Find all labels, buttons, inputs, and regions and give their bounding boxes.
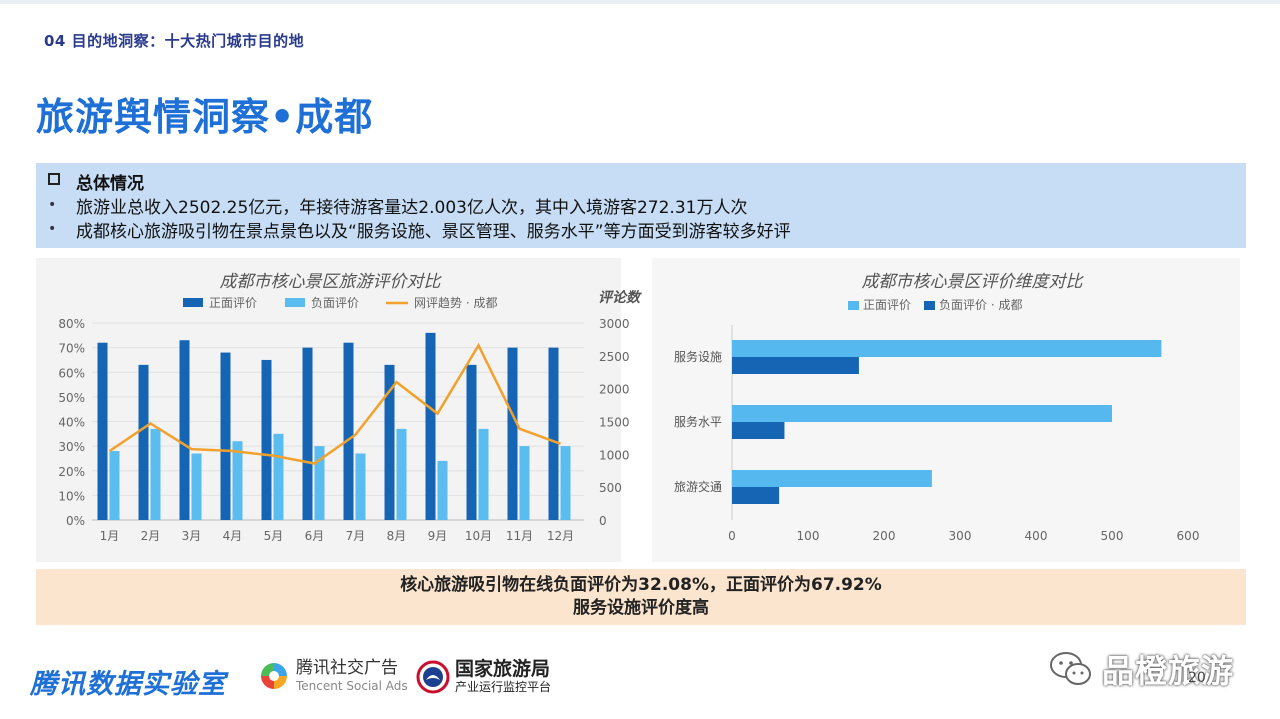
summary-heading-row: 总体情况 bbox=[48, 169, 1246, 194]
cnta-subtitle: 产业运行监控平台 bbox=[455, 680, 552, 694]
watermark: 品橙旅游 bbox=[1048, 646, 1234, 692]
tencent-social-ads-logo: 腾讯社交广告 Tencent Social Ads bbox=[258, 658, 408, 694]
left-chart-background bbox=[36, 258, 621, 562]
conclusion-box: 核心旅游吸引物在线负面评价为32.08%，正面评价为67.92% 服务设施评价度… bbox=[36, 569, 1246, 625]
bullet-icon: • bbox=[48, 197, 57, 213]
tencent-lab-logo: 腾讯数据实验室 bbox=[30, 669, 226, 700]
summary-bullet-row: • 旅游业总收入2502.25亿元，年接待游客量达2.003亿人次，其中入境游客… bbox=[48, 193, 1246, 218]
right-chart-background bbox=[652, 258, 1240, 562]
social-ads-name-en: Tencent Social Ads bbox=[296, 679, 408, 693]
checkbox-icon bbox=[48, 173, 60, 185]
checkbox-icon-wrap bbox=[48, 173, 76, 189]
wechat-icon bbox=[1050, 652, 1091, 685]
conclusion-line: 服务设施评价度高 bbox=[573, 598, 709, 618]
footer: 腾讯数据实验室 腾讯社交广告 Tencent Social Ads 国家旅游局 bbox=[0, 640, 1280, 719]
cnta-logo: 国家旅游局 产业运行监控平台 bbox=[416, 658, 551, 695]
social-ads-name: 腾讯社交广告 bbox=[296, 658, 398, 678]
summary-bullet: 旅游业总收入2502.25亿元，年接待游客量达2.003亿人次，其中入境游客27… bbox=[76, 197, 748, 218]
conclusion-line: 核心旅游吸引物在线负面评价为32.08%，正面评价为67.92% bbox=[400, 575, 882, 595]
cnta-seal-icon bbox=[416, 660, 450, 693]
tencent-social-ads-icon bbox=[261, 663, 287, 689]
page-title: 旅游舆情洞察•成都 bbox=[36, 95, 374, 139]
top-rule bbox=[0, 0, 1280, 4]
cnta-name: 国家旅游局 bbox=[455, 658, 551, 680]
bullet-icon: • bbox=[48, 221, 57, 237]
page-number: 20 bbox=[1188, 670, 1206, 686]
summary-bullet: 成都核心旅游吸引物在景点景色以及“服务设施、景区管理、服务水平”等方面受到游客较… bbox=[76, 221, 791, 242]
summary-bullet-row: • 成都核心旅游吸引物在景点景色以及“服务设施、景区管理、服务水平”等方面受到游… bbox=[48, 217, 1246, 242]
watermark-text: 品橙旅游 bbox=[1102, 652, 1235, 690]
summary-box: 总体情况 • 旅游业总收入2502.25亿元，年接待游客量达2.003亿人次，其… bbox=[36, 163, 1246, 248]
summary-heading: 总体情况 bbox=[76, 173, 144, 194]
section-label: 04 目的地洞察：十大热门城市目的地 bbox=[44, 32, 305, 50]
